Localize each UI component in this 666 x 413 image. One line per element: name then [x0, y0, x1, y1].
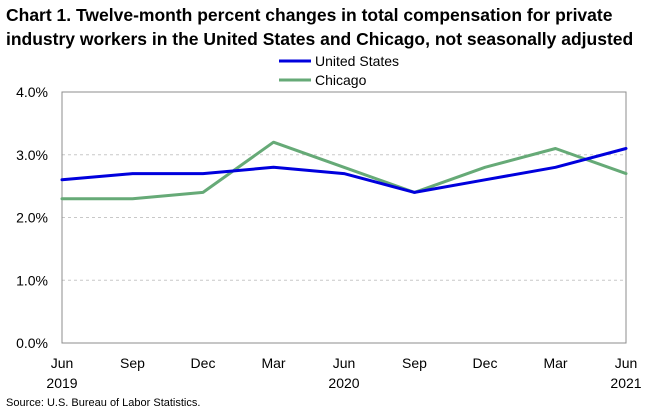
- y-tick-label: 2.0%: [16, 210, 48, 226]
- x-tick-year-label: 2020: [328, 375, 359, 391]
- y-tick-label: 0.0%: [16, 335, 48, 351]
- x-tick-label: Mar: [543, 355, 567, 371]
- x-tick-label: Jun: [333, 355, 356, 371]
- x-tick-label: Mar: [261, 355, 285, 371]
- x-tick-label: Dec: [191, 355, 216, 371]
- x-tick-year-label: 2019: [46, 375, 77, 391]
- chart-title-line-2: industry workers in the United States an…: [6, 29, 634, 49]
- y-tick-label: 3.0%: [16, 147, 48, 163]
- y-tick-label: 1.0%: [16, 272, 48, 288]
- x-tick-label: Sep: [402, 355, 427, 371]
- chart-title-line-1: Chart 1. Twelve-month percent changes in…: [6, 5, 613, 25]
- legend-label-chicago: Chicago: [315, 72, 367, 88]
- source-note: Source: U.S. Bureau of Labor Statistics.: [6, 397, 201, 409]
- plot-area-frame: [61, 91, 627, 344]
- legend-label-united-states: United States: [315, 53, 399, 69]
- x-tick-label: Jun: [615, 355, 638, 371]
- series-line-united-states: [60, 147, 628, 194]
- series-line-chicago: [60, 140, 628, 201]
- x-tick-label: Jun: [51, 355, 74, 371]
- x-tick-label: Dec: [473, 355, 498, 371]
- x-tick-label: Sep: [120, 355, 145, 371]
- chart-title: Chart 1. Twelve-month percent changes in…: [6, 3, 661, 51]
- x-tick-year-label: 2021: [610, 375, 641, 391]
- y-tick-label: 4.0%: [16, 84, 48, 100]
